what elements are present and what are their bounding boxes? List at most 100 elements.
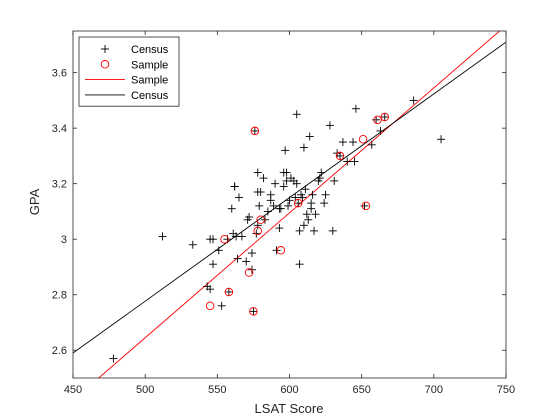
y-tick-label: 2.8 <box>52 290 67 302</box>
census-point <box>230 182 239 191</box>
x-tick-label: 450 <box>64 384 82 396</box>
sample-point <box>205 301 215 311</box>
x-axis-label: LSAT Score <box>255 401 324 416</box>
census-point <box>263 207 272 216</box>
census-point <box>250 126 259 135</box>
y-tick-label: 3.2 <box>52 179 67 191</box>
census-point <box>245 212 254 221</box>
census-point <box>209 260 218 269</box>
census-point <box>279 182 288 191</box>
sample-point <box>358 135 368 144</box>
sample-point <box>373 115 382 125</box>
legend-plus-marker <box>101 45 109 53</box>
legend-entry-sample-scatter: Sample <box>100 59 168 71</box>
census-point <box>269 201 278 210</box>
census-point <box>437 135 446 144</box>
census-point <box>234 193 243 202</box>
census-point <box>247 249 256 258</box>
legend-entry-census-scatter: Census <box>101 44 169 56</box>
fit-line-sample <box>97 31 501 378</box>
census-point <box>299 143 308 152</box>
sample-point <box>250 126 260 136</box>
census-point <box>109 354 118 363</box>
census-point <box>282 168 291 177</box>
census-point <box>349 138 358 147</box>
census-point <box>292 179 301 188</box>
sample-point <box>220 234 229 244</box>
sample-point <box>335 151 345 161</box>
census-point <box>259 174 268 183</box>
census-point <box>321 190 330 199</box>
sample-point <box>244 268 254 277</box>
axes: 450 500 550 600 650 700 750 2.6 2.8 3 3.2 3.4 3.6 <box>52 30 515 396</box>
census-point <box>253 188 262 197</box>
sample-point <box>276 246 286 255</box>
census-point <box>380 113 389 122</box>
census-point <box>302 210 311 219</box>
census-point <box>275 204 284 213</box>
census-point <box>292 110 301 119</box>
x-tick-label: 750 <box>497 384 515 396</box>
census-point <box>252 229 261 238</box>
census-point <box>294 199 303 208</box>
census-point <box>206 285 215 294</box>
sample-point <box>256 215 265 225</box>
sample-point <box>361 201 371 211</box>
census-point <box>299 221 308 230</box>
census-point <box>158 232 167 241</box>
census-point <box>310 226 319 235</box>
census-point <box>214 246 223 255</box>
census-point <box>295 226 304 235</box>
census-point <box>328 226 337 235</box>
census-point <box>376 126 385 135</box>
census-point <box>284 201 293 210</box>
census-point <box>320 199 329 208</box>
census-point <box>227 204 236 213</box>
census-point <box>281 146 290 155</box>
legend-label: Census <box>131 90 169 102</box>
census-point <box>242 257 251 266</box>
census-point <box>305 132 314 141</box>
y-tick-label: 3.6 <box>52 68 67 80</box>
census-point <box>224 287 233 296</box>
census-point <box>350 157 359 166</box>
sample-point <box>253 226 262 236</box>
census-point <box>304 215 313 224</box>
x-tick-label: 550 <box>208 384 226 396</box>
census-point <box>338 138 347 147</box>
data-points <box>109 96 446 363</box>
x-tick-label: 500 <box>136 384 154 396</box>
y-tick-label: 2.6 <box>52 345 67 357</box>
legend-entry-census-line: Census <box>85 90 169 102</box>
census-point <box>260 215 269 224</box>
sample-point <box>293 198 303 208</box>
census-point <box>409 96 418 105</box>
x-tick-label: 700 <box>425 384 443 396</box>
census-point <box>272 246 281 255</box>
census-point <box>336 151 345 160</box>
x-tick-label: 650 <box>352 384 370 396</box>
legend: Census Sample Sample Census <box>78 36 180 107</box>
sample-point <box>380 112 390 122</box>
census-point <box>282 176 291 185</box>
legend-circle-marker <box>100 60 110 69</box>
census-point <box>285 196 294 205</box>
legend-label: Sample <box>131 59 168 71</box>
census-point <box>255 201 264 210</box>
census-point <box>315 174 324 183</box>
x-tick-label: 600 <box>280 384 298 396</box>
census-point <box>249 307 258 316</box>
legend-label: Sample <box>131 75 168 87</box>
census-point <box>271 179 280 188</box>
y-axis-label: GPA <box>27 188 42 215</box>
legend-entry-sample-line: Sample <box>85 75 168 87</box>
census-point <box>330 176 339 185</box>
y-tick-label: 3 <box>61 234 67 246</box>
census-point <box>295 260 304 269</box>
census-point <box>301 185 310 194</box>
census-point <box>298 193 307 202</box>
census-point <box>308 190 317 199</box>
census-point <box>266 190 275 199</box>
